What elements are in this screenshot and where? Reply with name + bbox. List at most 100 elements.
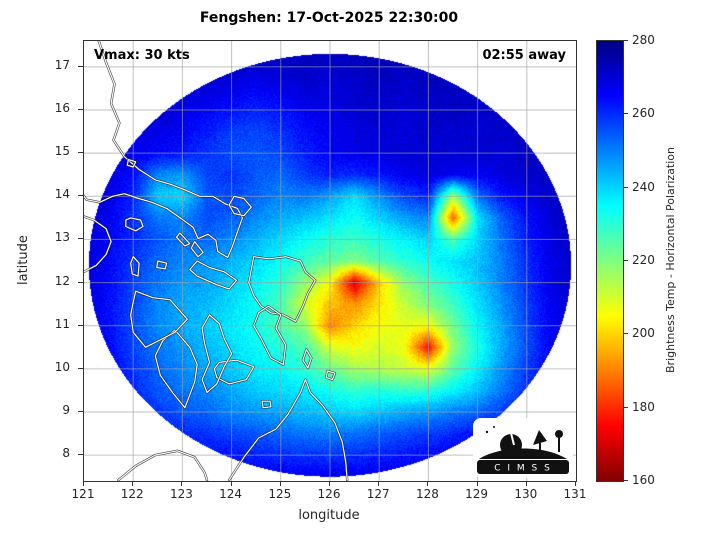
- y-tick-label: 10: [54, 359, 70, 374]
- x-tick-mark: [476, 481, 478, 486]
- y-tick-label: 15: [54, 144, 70, 159]
- y-tick-mark: [78, 410, 83, 412]
- y-tick-mark: [78, 367, 83, 369]
- x-tick-label: 125: [268, 487, 292, 501]
- x-tick-mark: [83, 481, 84, 486]
- coastline-path: [175, 232, 191, 247]
- colorbar-tick-label: 220: [632, 253, 655, 267]
- colorbar-tick-label: 240: [632, 179, 655, 194]
- x-tick-label: 124: [219, 487, 243, 501]
- coastline-path: [189, 260, 238, 290]
- coastline-path: [200, 313, 233, 394]
- x-tick-labels: 121 122 123 124 125 126 127 128 129 130 131: [72, 480, 586, 506]
- y-tick-label: 16: [54, 101, 70, 116]
- y-tick-label: 11: [54, 316, 70, 331]
- y-tick-label: 9: [62, 402, 70, 417]
- cimss-logo-text: C I M S S: [494, 464, 552, 474]
- colorbar-tick-mark: [624, 113, 628, 115]
- coastline-path: [156, 260, 168, 270]
- observatory-dome-icon: [500, 434, 522, 456]
- y-axis-label: latitude: [16, 235, 31, 285]
- x-tick-label: 122: [120, 487, 144, 501]
- coastline-path: [130, 290, 188, 348]
- colorbar-tick-mark: [624, 480, 628, 481]
- y-tick-mark: [78, 65, 83, 67]
- coastline-path: [84, 215, 112, 273]
- x-tick-mark: [378, 481, 380, 486]
- y-tick-labels: 8 9 10 11 12 13 14 15 16 17: [42, 40, 83, 480]
- map-overlay: [84, 41, 576, 481]
- y-tick-mark: [78, 454, 83, 456]
- x-tick-mark: [525, 481, 527, 486]
- coastline-path: [325, 370, 336, 381]
- x-tick-mark: [181, 481, 183, 486]
- logo-banner: [477, 460, 569, 474]
- cimss-logo-graphic: C I M S S: [473, 418, 573, 478]
- x-tick-label: 130: [514, 487, 538, 501]
- coastline-path: [84, 41, 244, 259]
- y-tick-mark: [78, 152, 83, 154]
- coastline-path: [253, 305, 287, 366]
- x-tick-mark: [132, 481, 134, 486]
- x-tick-label: 131: [563, 487, 587, 501]
- coastline-path: [190, 241, 204, 258]
- colorbar-tick-label: 260: [632, 106, 655, 121]
- coastline-path: [84, 41, 243, 259]
- y-tick-label: 8: [62, 446, 70, 461]
- coastline-path: [126, 159, 137, 168]
- x-tick-label: 123: [169, 487, 193, 501]
- radio-dish-icon: [533, 430, 547, 445]
- y-tick-label: 13: [54, 230, 70, 245]
- colorbar-tick-labels: 160 180 200 220 240 260 280: [624, 33, 668, 487]
- coastline-path: [228, 379, 348, 481]
- x-tick-label: 128: [415, 487, 439, 501]
- y-tick-mark: [78, 281, 83, 283]
- y-tick-mark: [78, 109, 83, 111]
- y-tick-mark: [78, 195, 83, 197]
- colorbar-tick-label: 280: [632, 33, 655, 47]
- colorbar-tick-mark: [624, 40, 628, 41]
- colorbar-tick-mark: [624, 260, 628, 261]
- coastline-path: [227, 378, 349, 481]
- colorbar-tick-label: 160: [632, 473, 655, 487]
- vmax-annotation: Vmax: 30 kts: [94, 48, 190, 63]
- colorbar-label: Brightness Temp - Horizontal Polarizatio…: [664, 147, 677, 373]
- coastline-path: [228, 195, 252, 217]
- x-tick-label: 126: [317, 487, 341, 501]
- y-tick-label: 12: [54, 273, 70, 288]
- colorbar-tick-label: 200: [632, 326, 655, 341]
- x-tick-mark: [427, 481, 429, 486]
- x-tick-label: 129: [465, 487, 489, 501]
- colorbar-tick-mark: [624, 333, 628, 335]
- colorbar: [596, 40, 624, 482]
- plot-area: Vmax: 30 kts 02:55 away C I M S S: [83, 40, 577, 482]
- x-tick-mark: [279, 481, 281, 486]
- eta-annotation: 02:55 away: [482, 48, 566, 63]
- coastline-path: [213, 359, 255, 385]
- logo-hill: [479, 448, 567, 459]
- y-tick-mark: [78, 238, 83, 240]
- colorbar-tick-mark: [624, 406, 628, 408]
- coastline-path: [301, 348, 313, 370]
- y-tick-label: 17: [54, 57, 70, 72]
- coastline-path: [302, 348, 312, 369]
- water-tower-icon: [555, 430, 563, 438]
- y-tick-label: 14: [54, 187, 70, 202]
- x-tick-label: 127: [366, 487, 390, 501]
- coastline-path: [130, 256, 140, 277]
- coastline-path: [213, 359, 255, 386]
- colorbar-tick-mark: [624, 186, 628, 188]
- x-axis-label: longitude: [298, 508, 360, 523]
- coastline-path: [201, 314, 233, 394]
- coastline-path: [154, 329, 198, 409]
- plot-title: Fengshen: 17-Oct-2025 22:30:00: [199, 10, 459, 26]
- coastline-path: [117, 450, 208, 481]
- cimss-logo: C I M S S: [473, 418, 573, 478]
- x-tick-label: 121: [71, 487, 95, 501]
- coastline-path: [248, 256, 316, 322]
- colorbar-tick-label: 180: [632, 399, 655, 414]
- y-tick-mark: [78, 324, 83, 326]
- coastline-path: [125, 217, 144, 232]
- coastline-path: [261, 400, 272, 409]
- x-tick-mark: [230, 481, 232, 486]
